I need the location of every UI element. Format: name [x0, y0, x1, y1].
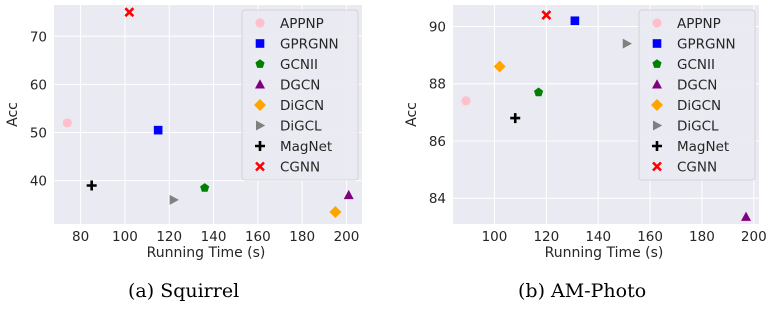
legend-label-gcnii: GCNII — [677, 57, 715, 73]
data-point-gprgnn — [153, 125, 163, 135]
legend-label-cgnn: CGNN — [280, 160, 320, 176]
x-tick-label: 140 — [585, 229, 611, 245]
x-tick-label: 200 — [334, 229, 360, 245]
y-axis-label: Acc — [404, 102, 420, 127]
legend-marker-gprgnn — [652, 39, 662, 48]
data-point-gcnii — [534, 87, 544, 97]
legend-marker-digcl — [653, 120, 663, 131]
x-tick-label: 160 — [637, 229, 663, 245]
legend-marker-magnet — [255, 141, 265, 151]
legend-marker-digcn — [651, 99, 663, 111]
legend-marker-gcnii — [255, 59, 265, 68]
chart-am-photo: 100 120 140 160 180 200 84 86 88 90 Running Time (… — [404, 5, 767, 261]
legend-marker-cgnn — [652, 161, 662, 172]
x-tick-label: 80 — [72, 229, 89, 245]
legend-label-dgcn: DGCN — [280, 78, 320, 94]
legend-label-appnp: APPNP — [280, 16, 324, 32]
legend-label-digcn: DiGCN — [677, 98, 721, 114]
legend-marker-gprgnn — [255, 39, 265, 48]
legend-label-magnet: MagNet — [280, 139, 332, 155]
x-tick-label: 100 — [482, 229, 508, 245]
x-tick-label: 180 — [289, 229, 315, 245]
legend-label-magnet: MagNet — [677, 139, 729, 155]
legend-box — [241, 9, 359, 181]
legend-marker-digcl — [256, 120, 266, 131]
legend-marker-magnet — [652, 141, 662, 151]
legend-label-digcl: DiGCL — [280, 119, 322, 135]
data-point-dgcn — [741, 211, 752, 221]
x-tick-label: 140 — [201, 229, 227, 245]
x-tick-label: 200 — [741, 229, 767, 245]
legend-label-digcn: DiGCN — [280, 98, 324, 114]
data-point-dgcn — [343, 189, 354, 200]
data-point-magnet — [86, 180, 97, 191]
data-point-gcnii — [200, 183, 210, 192]
x-tick-label: 120 — [533, 229, 559, 245]
legend-marker-appnp — [255, 18, 265, 28]
legend-box — [638, 9, 756, 181]
x-tick-label: 160 — [245, 229, 271, 245]
caption-squirrel: (a) Squirrel — [128, 280, 240, 302]
legend: APPNP GPRGNN GCNII DGCN DiGCN DiGCL MagNet CGNN — [241, 9, 359, 181]
legend-marker-appnp — [652, 18, 662, 28]
legend-label-gprgnn: GPRGNN — [280, 37, 339, 53]
y-tick-label: 40 — [30, 174, 47, 190]
legend-label-appnp: APPNP — [677, 16, 721, 32]
data-point-appnp — [62, 118, 72, 128]
data-point-appnp — [461, 96, 471, 106]
y-tick-label: 90 — [429, 19, 446, 35]
legend-marker-digcn — [254, 99, 266, 111]
legend-label-gprgnn: GPRGNN — [677, 37, 736, 53]
y-tick-label: 70 — [30, 29, 47, 45]
data-point-gprgnn — [570, 16, 580, 26]
y-tick-label: 84 — [429, 191, 446, 207]
data-point-cgnn — [541, 10, 552, 20]
legend-label-digcl: DiGCL — [677, 119, 719, 135]
data-point-digcl — [622, 38, 632, 49]
legend-label-dgcn: DGCN — [677, 78, 717, 94]
x-tick-label: 180 — [689, 229, 715, 245]
data-point-digcn — [329, 205, 342, 218]
data-point-digcl — [169, 194, 179, 205]
x-axis-label: Running Time (s) — [147, 245, 266, 261]
data-point-cgnn — [124, 7, 135, 18]
data-point-digcn — [493, 60, 506, 73]
y-tick-label: 60 — [30, 77, 47, 93]
legend: APPNP GPRGNN GCNII DGCN DiGCN DiGCL MagNet CGNN — [638, 9, 756, 181]
legend-marker-cgnn — [255, 161, 265, 172]
legend-label-cgnn: CGNN — [677, 160, 717, 176]
legend-marker-gcnii — [652, 59, 662, 68]
legend-marker-dgcn — [255, 79, 265, 89]
y-tick-label: 50 — [30, 126, 47, 142]
x-axis-label: Running Time (s) — [545, 245, 664, 261]
x-tick-label: 120 — [156, 229, 182, 245]
data-point-magnet — [510, 113, 521, 124]
legend-marker-dgcn — [652, 79, 662, 89]
legend-label-gcnii: GCNII — [280, 57, 318, 73]
caption-am-photo: (b) AM-Photo — [518, 280, 647, 302]
y-tick-label: 86 — [429, 134, 446, 150]
chart-squirrel: 80 100 120 140 160 180 200 40 50 60 70 Running Time… — [5, 5, 362, 261]
y-tick-label: 88 — [429, 77, 446, 93]
x-tick-label: 100 — [112, 229, 138, 245]
y-axis-label: Acc — [5, 102, 21, 127]
